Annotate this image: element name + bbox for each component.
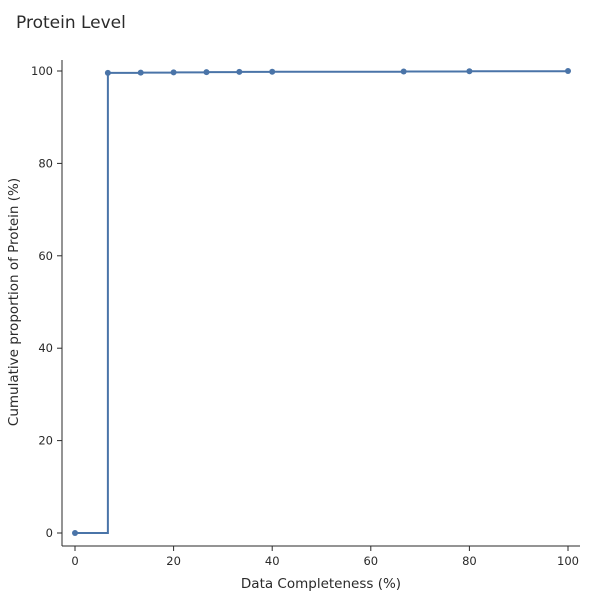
y-tick-label: 20 [38, 434, 53, 448]
series-line [75, 70, 569, 534]
y-tick-label: 60 [38, 249, 53, 263]
axes: 0 20 40 60 80 100 0 20 40 60 80 100 [31, 60, 580, 568]
plot-area [72, 68, 571, 536]
x-tick-label: 80 [462, 554, 477, 568]
data-point [203, 69, 210, 76]
data-point [565, 68, 571, 74]
x-tick-label: 100 [557, 554, 579, 568]
data-point [400, 68, 407, 75]
data-point [104, 69, 111, 76]
x-tick-label: 60 [363, 554, 378, 568]
x-tick-label: 0 [71, 554, 78, 568]
data-point [72, 530, 78, 536]
x-axis-label: Data Completeness (%) [241, 576, 401, 592]
data-point [236, 68, 243, 75]
data-point [170, 69, 177, 76]
data-point [137, 69, 144, 76]
y-tick-label: 80 [38, 156, 53, 170]
y-axis-label: Cumulative proportion of Protein (%) [6, 178, 22, 426]
x-tick-label: 40 [265, 554, 280, 568]
y-tick-label: 100 [31, 64, 53, 78]
y-tick-label: 40 [38, 341, 53, 355]
data-point [466, 68, 473, 75]
x-tick-label: 20 [166, 554, 181, 568]
chart-title: Protein Level [16, 13, 126, 33]
data-point [269, 68, 276, 75]
y-tick-label: 0 [46, 526, 53, 540]
